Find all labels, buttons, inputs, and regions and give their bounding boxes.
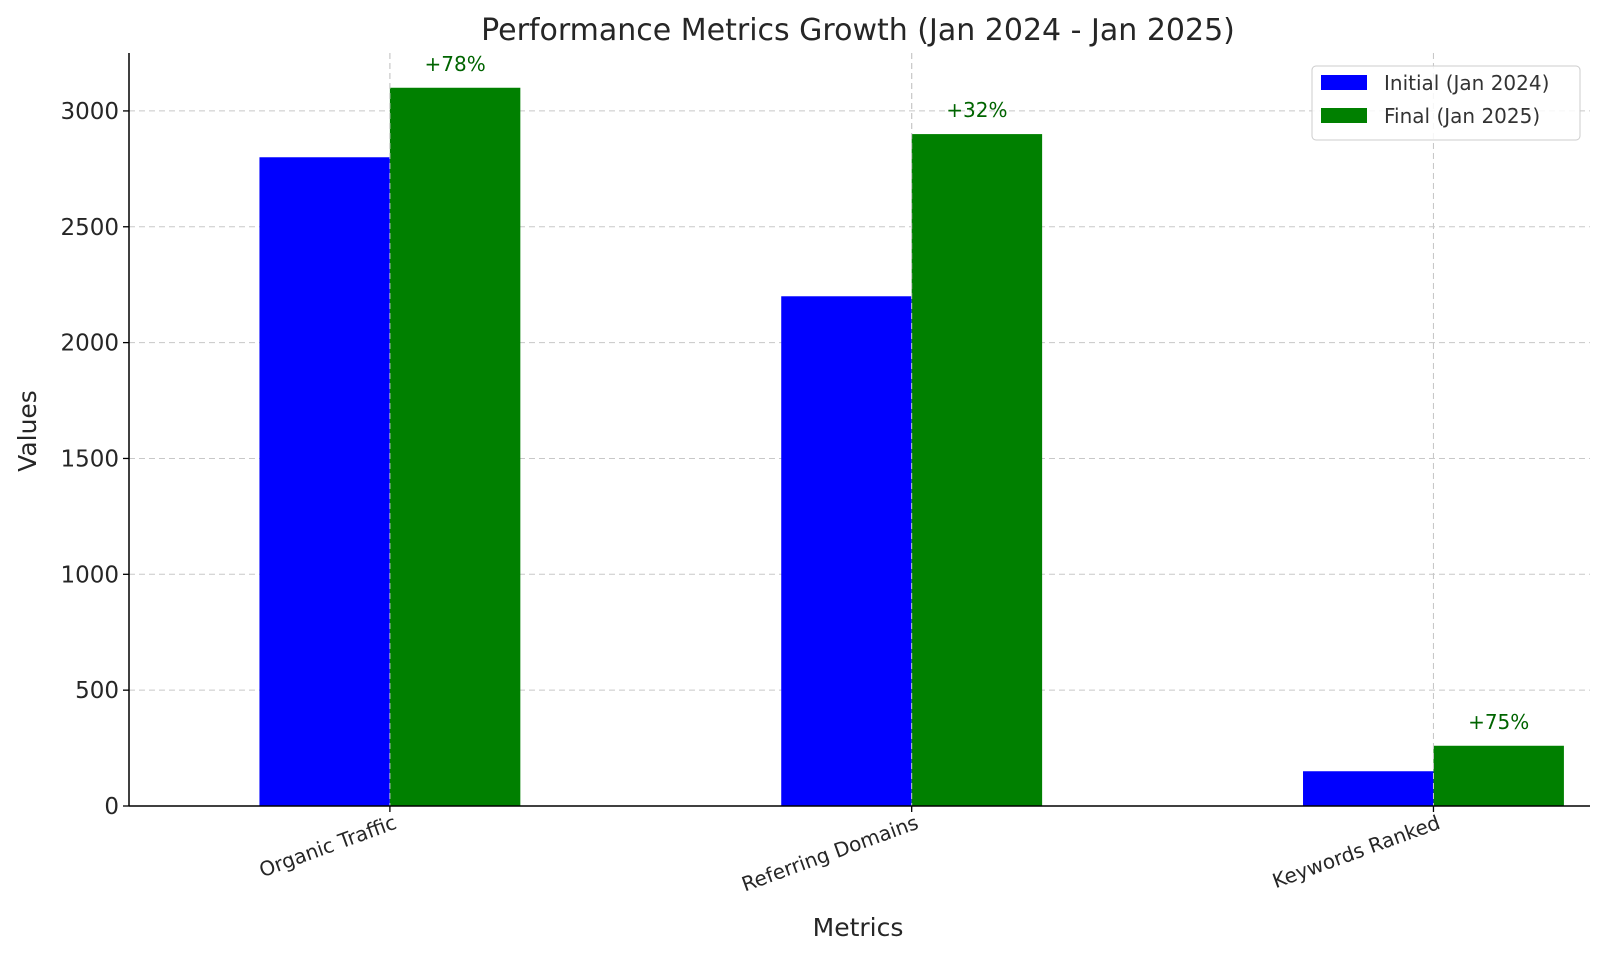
legend: Initial (Jan 2024) Final (Jan 2025) [1311, 65, 1581, 141]
y-tick-label: 1500 [60, 446, 119, 472]
y-tick-label: 3000 [60, 99, 119, 125]
x-tick-label: Organic Traffic [256, 810, 400, 882]
growth-annotation: +78% [425, 52, 486, 76]
bar-final [389, 87, 521, 806]
y-tick-label: 2000 [60, 331, 119, 357]
legend-label: Final (Jan 2025) [1384, 104, 1540, 128]
bar-initial [1303, 771, 1434, 806]
chart-title: Performance Metrics Growth (Jan 2024 - J… [481, 13, 1235, 48]
legend-box [1311, 65, 1581, 141]
bar-initial [259, 157, 390, 806]
x-tick-label: Keywords Ranked [1269, 810, 1443, 893]
x-axis-title: Metrics [813, 913, 904, 942]
y-axis-title: Values [13, 390, 42, 472]
bar-final [1433, 745, 1564, 806]
y-tick-label: 2500 [60, 215, 119, 241]
legend-label: Initial (Jan 2024) [1384, 71, 1549, 95]
growth-annotation: +32% [946, 98, 1007, 122]
growth-annotation: +75% [1468, 710, 1529, 734]
bar-final [911, 134, 1043, 807]
y-tick-label: 500 [75, 678, 119, 704]
legend-swatch [1321, 75, 1367, 90]
x-tick-label: Referring Domains [738, 810, 921, 896]
y-tick-label: 0 [104, 794, 119, 820]
bar-initial [781, 296, 912, 806]
bars [259, 53, 1564, 807]
axes [123, 53, 1590, 812]
legend-swatch [1321, 108, 1367, 123]
y-tick-label: 1000 [60, 562, 119, 588]
